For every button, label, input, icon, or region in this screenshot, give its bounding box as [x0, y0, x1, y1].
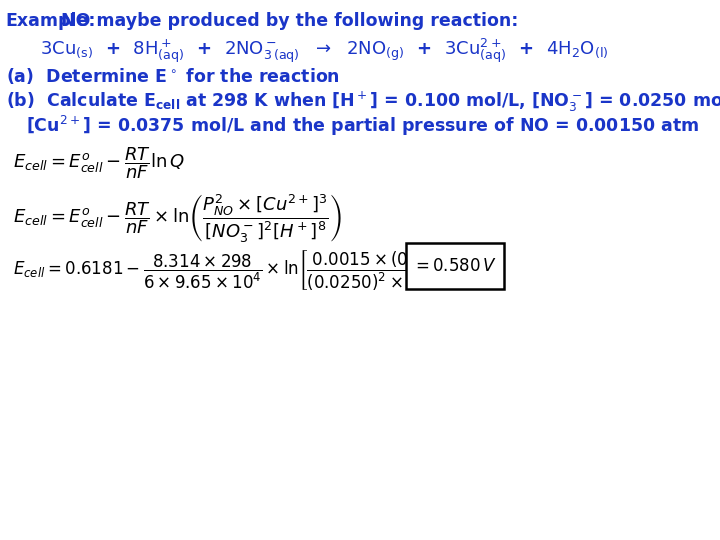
Text: Example:: Example:: [6, 12, 96, 30]
Text: $E_{cell} = E^o_{cell} - \dfrac{RT}{nF} \times \ln\!\left(\dfrac{P^2_{NO} \times: $E_{cell} = E^o_{cell} - \dfrac{RT}{nF} …: [13, 192, 342, 244]
Text: $E_{cell} = E^o_{cell} - \dfrac{RT}{nF}\ln Q$: $E_{cell} = E^o_{cell} - \dfrac{RT}{nF}\…: [13, 145, 185, 181]
Text: (a)  Determine E$^\circ$ for the reaction: (a) Determine E$^\circ$ for the reaction: [6, 66, 340, 86]
FancyBboxPatch shape: [406, 243, 504, 289]
Text: $= 0.580\,V$: $= 0.580\,V$: [413, 257, 498, 275]
Text: [Cu$^{2+}$] = 0.0375 mol/L and the partial pressure of NO = 0.00150 atm: [Cu$^{2+}$] = 0.0375 mol/L and the parti…: [25, 114, 698, 138]
Text: $\mathrm{3Cu_{(s)}}$  +  $\mathrm{8H^+_{(aq)}}$  +  $\mathrm{2NO_{3\,(aq)}^-}$  : $\mathrm{3Cu_{(s)}}$ + $\mathrm{8H^+_{(a…: [40, 37, 608, 65]
Text: NO maybe produced by the following reaction:: NO maybe produced by the following react…: [55, 12, 518, 30]
Text: (b)  Calculate E$_{\mathbf{cell}}$ at 298 K when [H$^+$] = 0.100 mol/L, [NO$_3^-: (b) Calculate E$_{\mathbf{cell}}$ at 298…: [6, 90, 720, 114]
Text: $E_{cell} = 0.6181 - \dfrac{8.314 \times 298}{6 \times 9.65 \times 10^4} \times : $E_{cell} = 0.6181 - \dfrac{8.314 \times…: [13, 248, 484, 293]
